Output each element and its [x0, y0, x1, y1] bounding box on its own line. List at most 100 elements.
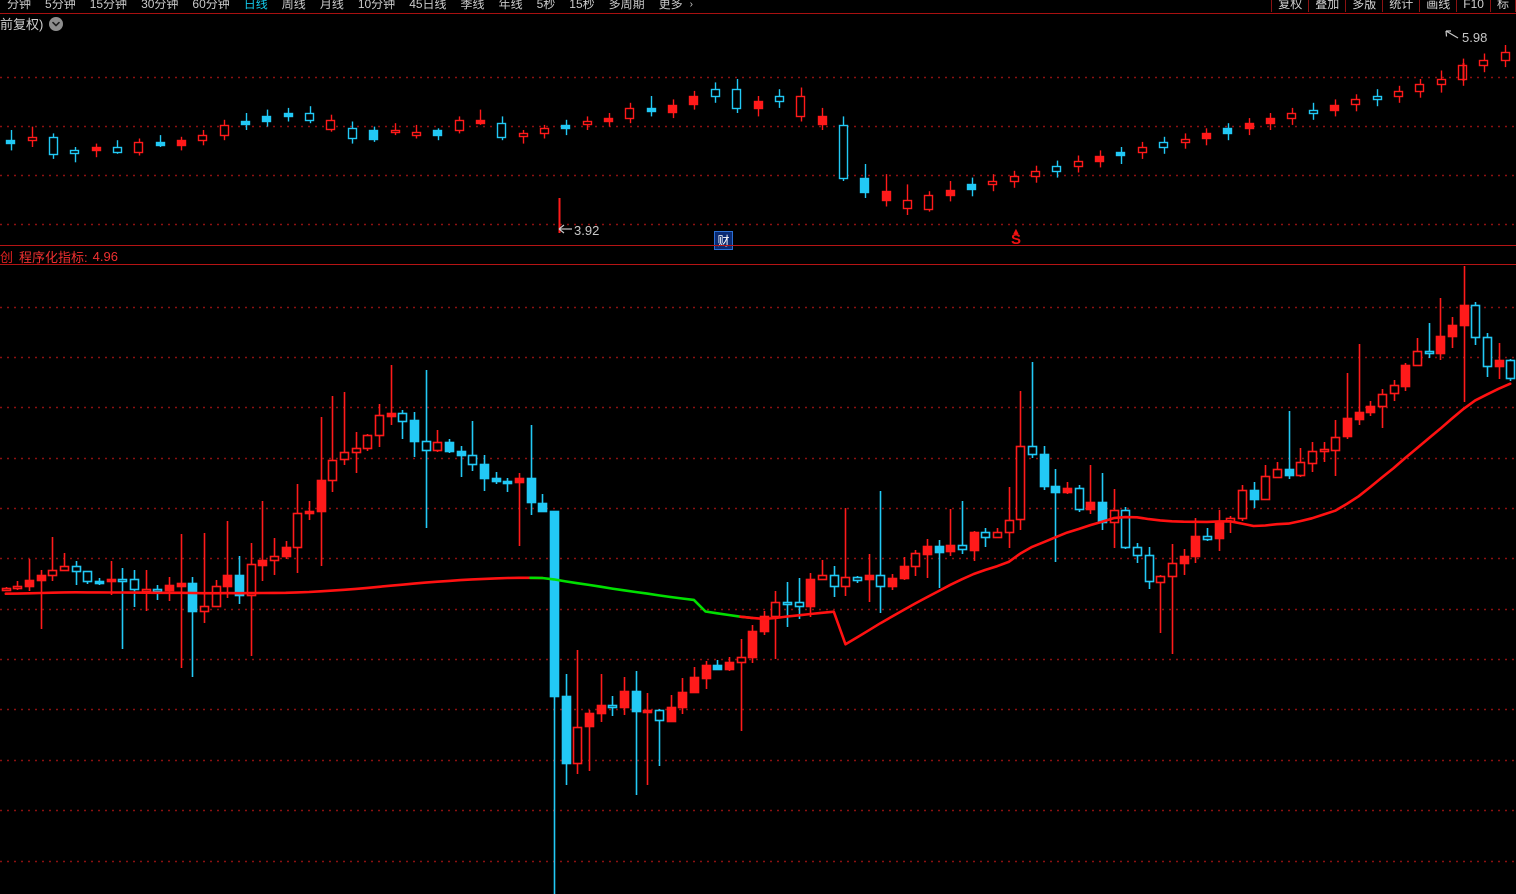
period-item-7[interactable]: 月线 [319, 0, 344, 11]
period-item-6[interactable]: 周线 [281, 0, 306, 11]
upper-candle-65 [1393, 85, 1404, 103]
upper-candle-64 [1372, 89, 1383, 107]
main-candle-55 [642, 693, 653, 785]
main-candle-116 [1354, 344, 1365, 425]
toolbar-button-F10[interactable]: F10 [1456, 0, 1491, 12]
upper-candle-38 [817, 107, 828, 130]
upper-candle-69 [1478, 53, 1489, 73]
main-candle-42 [491, 472, 502, 484]
upper-candle-60 [1286, 107, 1297, 125]
main-candle-68 [794, 578, 805, 619]
main-candle-15 [176, 534, 187, 668]
toolbar-button-画线[interactable]: 画线 [1419, 0, 1458, 12]
main-candle-114 [1330, 420, 1341, 476]
main-candle-73 [852, 576, 863, 583]
upper-candle-46 [987, 174, 998, 192]
main-candle-48 [561, 674, 572, 785]
upper-candle-9 [197, 130, 208, 146]
upper-candle-10 [219, 119, 230, 141]
main-candle-26 [304, 501, 315, 520]
main-candle-98 [1144, 547, 1155, 589]
upper-candle-23 [496, 116, 507, 141]
main-candle-34 [397, 410, 408, 439]
main-price-chart[interactable] [0, 266, 1516, 894]
main-candle-77 [899, 557, 910, 580]
toolbar-button-复权[interactable]: 复权 [1271, 0, 1310, 12]
toolbar-button-多版[interactable]: 多版 [1345, 0, 1384, 12]
main-candle-115 [1342, 373, 1353, 439]
upper-candle-61 [1308, 102, 1319, 120]
main-candle-89 [1039, 446, 1050, 490]
high-price-annotation: 5.98 [1445, 30, 1487, 45]
period-item-13[interactable]: 15秒 [569, 0, 595, 11]
main-candle-110 [1284, 411, 1295, 479]
main-candle-97 [1132, 543, 1143, 563]
main-candle-23 [269, 538, 280, 575]
period-item-2[interactable]: 15分钟 [89, 0, 128, 11]
main-candle-67 [782, 582, 793, 627]
period-item-3[interactable]: 30分钟 [141, 0, 179, 11]
main-candle-81 [945, 509, 956, 556]
period-item-0[interactable]: 分钟 [7, 0, 32, 11]
main-candle-58 [677, 678, 688, 714]
main-candle-9 [106, 561, 117, 595]
main-candle-53 [619, 677, 630, 715]
period-item-10[interactable]: 季线 [460, 0, 485, 11]
main-candle-4 [47, 537, 58, 581]
period-item-12[interactable]: 5秒 [536, 0, 556, 11]
upper-candle-58 [1244, 118, 1255, 136]
period-item-8[interactable]: 10分钟 [357, 0, 396, 11]
toolbar-divider [0, 13, 1516, 14]
main-candle-54 [631, 671, 642, 795]
sell-signal-letter: S [1011, 231, 1022, 248]
main-candle-103 [1202, 528, 1213, 541]
period-item-9[interactable]: 45日线 [409, 0, 447, 11]
main-candle-33 [386, 365, 397, 425]
period-item-11[interactable]: 年线 [498, 0, 523, 11]
upper-candle-41 [881, 174, 892, 207]
period-item-15[interactable]: 更多 [658, 0, 683, 11]
upper-candle-24 [518, 130, 529, 144]
main-candle-119 [1389, 380, 1400, 401]
indicator-header[interactable]: 创 程序化指标: 4.96 [0, 247, 1516, 265]
toolbar-button-统计[interactable]: 统计 [1382, 0, 1421, 12]
period-toolbar[interactable]: 分钟 5分钟 15分钟 30分钟 60分钟 日线 周线 月线 10分钟 45日线 季线 年线 5秒 15秒… [0, 0, 1516, 13]
main-candle-3 [36, 570, 47, 629]
period-strip[interactable]: 分钟 5分钟 15分钟 30分钟 60分钟 日线 周线 月线 10分钟 45日线 季线 年线 5秒 15秒… [0, 0, 699, 13]
main-candle-112 [1307, 442, 1318, 472]
main-candle-127 [1482, 333, 1493, 377]
main-candle-31 [362, 434, 373, 451]
period-item-5[interactable]: 日线 [243, 0, 268, 11]
chevron-right-icon[interactable]: › [689, 0, 693, 10]
main-candle-57 [666, 695, 677, 723]
upper-candle-21 [454, 116, 465, 134]
main-candle-60 [701, 661, 712, 689]
period-item-4[interactable]: 60分钟 [192, 0, 230, 11]
toolbar-right-buttons[interactable]: 复权 叠加 多版 统计 画线 F10 标 [1271, 0, 1516, 13]
main-candle-86 [1004, 487, 1015, 548]
main-candle-123 [1435, 298, 1446, 360]
main-candle-6 [71, 561, 82, 585]
main-candle-20 [234, 556, 245, 604]
main-candle-43 [502, 478, 513, 492]
main-candle-63 [736, 639, 747, 731]
chevron-down-icon[interactable] [49, 16, 64, 31]
main-candle-1 [12, 581, 23, 590]
upper-price-chart[interactable] [0, 33, 1516, 245]
main-candle-44 [514, 473, 525, 546]
main-candle-47 [549, 510, 560, 894]
period-item-1[interactable]: 5分钟 [45, 0, 76, 11]
upper-candle-34 [731, 79, 742, 113]
upper-candle-53 [1137, 141, 1148, 159]
upper-candle-63 [1350, 94, 1361, 112]
main-candle-8 [94, 578, 105, 585]
toolbar-button-标[interactable]: 标 [1489, 0, 1516, 12]
toolbar-button-叠加[interactable]: 叠加 [1308, 0, 1347, 12]
main-candle-10 [117, 568, 128, 649]
main-candle-84 [980, 528, 991, 547]
main-candle-90 [1050, 469, 1061, 562]
sell-signal-marker[interactable]: ▲ S [1011, 227, 1022, 248]
period-item-14[interactable]: 多周期 [608, 0, 645, 11]
main-candle-32 [374, 404, 385, 447]
upper-candle-45 [966, 177, 977, 197]
